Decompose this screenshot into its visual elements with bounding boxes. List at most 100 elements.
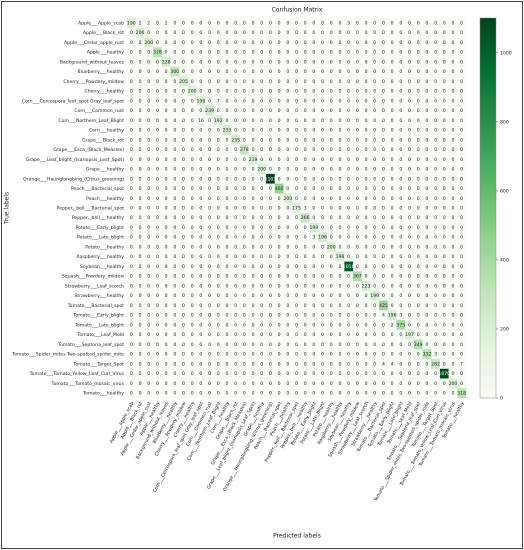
cell-label: 0 — [391, 244, 394, 250]
heatmap-cell — [396, 27, 406, 38]
heatmap-cell — [170, 37, 180, 48]
heatmap-cell — [318, 222, 328, 233]
heatmap-cell — [457, 47, 467, 58]
cell-label: 0 — [399, 176, 402, 182]
cell-label: 0 — [286, 147, 289, 153]
cell-label: 0 — [217, 167, 220, 173]
heatmap-cell — [457, 164, 467, 175]
cell-label: 0 — [139, 313, 142, 319]
cell-label: 199 — [370, 293, 379, 299]
cell-label: 0 — [147, 274, 150, 280]
heatmap-cell — [187, 76, 197, 87]
heatmap-cell — [448, 222, 458, 233]
heatmap-cell — [405, 173, 415, 184]
heatmap-cell — [326, 37, 336, 48]
cell-label: 0 — [217, 254, 220, 260]
cell-label: 0 — [252, 186, 255, 192]
heatmap-cell — [370, 76, 380, 87]
cell-label: 0 — [295, 167, 298, 173]
heatmap-cell — [326, 329, 336, 340]
cell-label: 0 — [356, 196, 359, 202]
cell-label: 0 — [260, 196, 263, 202]
cell-label: 0 — [295, 59, 298, 65]
cell-label: 0 — [252, 361, 255, 367]
cell-label: 0 — [443, 342, 446, 348]
cell-label: 0 — [139, 215, 142, 221]
heatmap-cell — [187, 222, 197, 233]
heatmap-cell — [318, 37, 328, 48]
heatmap-cell — [231, 183, 241, 194]
cell-label: 2 — [391, 322, 394, 328]
heatmap-cell — [240, 222, 249, 233]
cell-label: 0 — [286, 186, 289, 192]
cell-label: 0 — [173, 313, 176, 319]
heatmap-cell — [205, 144, 215, 155]
cell-label: 0 — [182, 196, 185, 202]
cell-label: 0 — [278, 303, 281, 309]
heatmap-cell — [300, 144, 310, 155]
heatmap-cell — [361, 271, 371, 282]
heatmap-cell — [257, 125, 267, 136]
heatmap-cell — [326, 222, 336, 233]
heatmap-cell — [396, 37, 406, 48]
heatmap-cell — [222, 329, 232, 340]
heatmap-cell — [187, 368, 197, 379]
cell-label: 0 — [408, 69, 411, 75]
heatmap-cell — [344, 47, 354, 58]
cell-label: 0 — [312, 137, 315, 143]
cell-label: 0 — [252, 98, 255, 104]
cell-label: 0 — [165, 274, 168, 280]
cell-label: 0 — [304, 303, 307, 309]
cell-label: 0 — [443, 313, 446, 319]
cell-label: 0 — [173, 254, 176, 260]
heatmap-cell — [266, 271, 275, 282]
heatmap-cell — [127, 203, 136, 214]
cell-label: 0 — [295, 40, 298, 46]
cell-label: 0 — [278, 108, 281, 114]
heatmap-cell — [448, 290, 458, 301]
cell-label: 0 — [330, 137, 333, 143]
cell-label: 0 — [199, 40, 202, 46]
cell-label: 0 — [165, 235, 168, 241]
heatmap-cell — [283, 290, 293, 301]
y-tick-label: Cherry___Powdery_mildew — [63, 79, 124, 85]
heatmap-cell — [439, 173, 449, 184]
cell-label: 0 — [208, 137, 211, 143]
heatmap-cell — [448, 66, 458, 77]
cell-label: 0 — [338, 361, 341, 367]
heatmap-cell — [283, 368, 293, 379]
heatmap-cell — [335, 290, 345, 301]
heatmap-cell — [240, 281, 249, 292]
cell-label: 0 — [234, 225, 237, 231]
heatmap-cell — [266, 281, 275, 292]
y-tick-label: Potato___healthy — [85, 244, 124, 250]
heatmap-cell — [205, 164, 215, 175]
cell-label: 0 — [260, 147, 263, 153]
cell-label: 4 — [382, 361, 385, 367]
cell-label: 0 — [156, 69, 159, 75]
cell-label: 0 — [321, 332, 324, 338]
heatmap-cell — [240, 349, 249, 360]
heatmap-cell — [431, 251, 441, 262]
cell-label: 0 — [234, 20, 237, 26]
heatmap-cell — [127, 37, 136, 48]
cell-label: 0 — [182, 176, 185, 182]
cell-label: 0 — [338, 147, 341, 153]
heatmap-cell — [135, 173, 145, 184]
cell-label: 0 — [434, 322, 437, 328]
heatmap-cell — [240, 183, 249, 194]
cell-label: 0 — [321, 244, 324, 250]
cell-label: 0 — [312, 40, 315, 46]
heatmap-cell — [213, 359, 223, 369]
heatmap-cell — [292, 66, 302, 77]
heatmap-cell — [439, 271, 449, 282]
heatmap-cell — [257, 154, 267, 165]
cell-label: 0 — [321, 371, 324, 377]
y-tick-label: Tomato___Tomato_mosaic_virus — [51, 381, 125, 387]
cell-label: 0 — [373, 225, 376, 231]
heatmap-cell — [370, 56, 380, 67]
cell-label: 0 — [365, 391, 368, 397]
cell-label: 0 — [365, 293, 368, 299]
cell-label: 0 — [286, 254, 289, 260]
cell-label: 0 — [182, 235, 185, 241]
